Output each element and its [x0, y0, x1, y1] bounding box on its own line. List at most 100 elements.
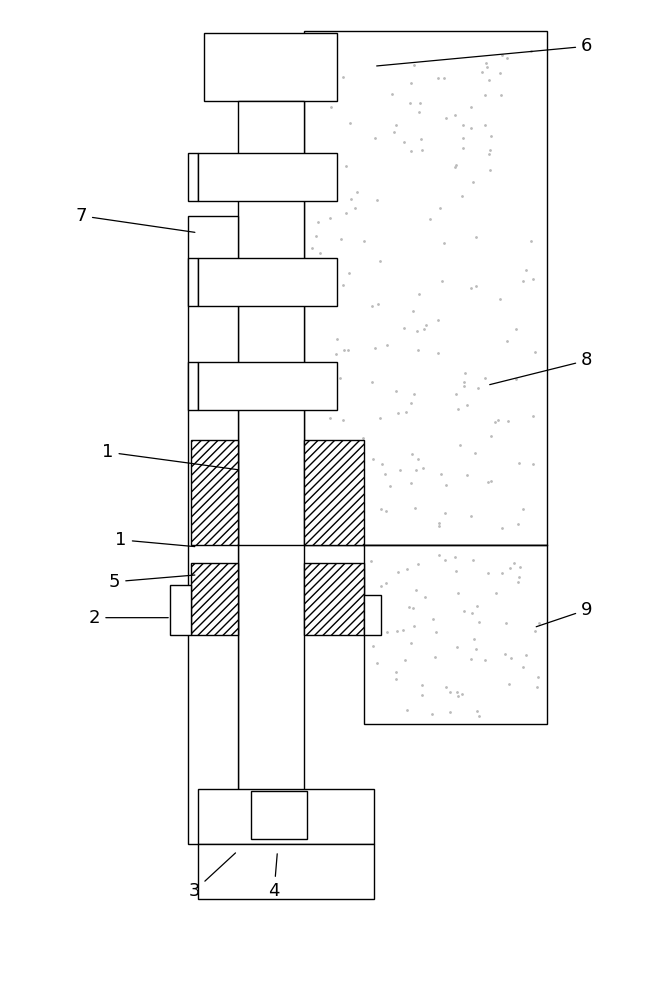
Bar	[188, 362, 198, 410]
Point	[391, 623, 402, 639]
Point	[399, 320, 410, 336]
Point	[311, 81, 321, 97]
Point	[331, 331, 342, 347]
Point	[491, 585, 502, 601]
Bar	[364, 595, 381, 635]
Point	[494, 65, 505, 81]
Point	[408, 618, 419, 634]
Point	[406, 75, 417, 91]
Point	[480, 87, 490, 103]
Point	[401, 404, 411, 420]
Point	[468, 552, 478, 568]
Point	[418, 460, 429, 476]
Point	[440, 477, 451, 493]
Point	[388, 124, 399, 140]
Point	[474, 614, 484, 630]
Point	[415, 95, 426, 111]
Point	[420, 589, 431, 605]
Point	[511, 321, 522, 337]
Text: 9: 9	[536, 601, 593, 627]
Point	[367, 298, 377, 314]
Point	[510, 371, 521, 387]
Point	[472, 703, 483, 719]
Point	[496, 520, 507, 536]
Point	[434, 515, 444, 531]
Point	[470, 278, 481, 294]
Point	[459, 603, 470, 619]
Point	[467, 605, 478, 621]
Point	[359, 233, 370, 249]
Text: 5: 5	[109, 573, 195, 591]
Point	[474, 708, 484, 724]
Point	[472, 380, 483, 396]
Point	[381, 337, 392, 353]
Point	[339, 342, 349, 358]
Point	[413, 286, 424, 302]
Point	[343, 342, 353, 358]
Point	[528, 456, 538, 472]
Point	[450, 107, 460, 123]
Point	[526, 233, 537, 249]
Point	[325, 410, 335, 426]
Point	[425, 211, 436, 227]
Point	[502, 413, 513, 429]
Point	[412, 556, 423, 572]
Point	[500, 615, 511, 631]
Point	[471, 641, 482, 657]
Text: 6: 6	[377, 37, 593, 66]
Point	[407, 303, 418, 319]
Point	[341, 158, 351, 174]
Point	[452, 688, 463, 704]
Point	[337, 69, 348, 85]
Text: 3: 3	[188, 853, 236, 900]
Point	[357, 505, 368, 521]
Point	[410, 500, 421, 516]
Point	[481, 55, 492, 71]
Point	[441, 110, 452, 126]
Point	[451, 386, 462, 402]
Point	[333, 494, 343, 510]
Bar	[364, 545, 547, 724]
Point	[430, 649, 440, 665]
Point	[433, 312, 444, 328]
Point	[529, 344, 540, 360]
Point	[367, 638, 378, 654]
Point	[380, 466, 391, 482]
Point	[530, 623, 540, 639]
Point	[462, 397, 473, 413]
Point	[406, 635, 417, 651]
Point	[345, 115, 355, 131]
Point	[466, 651, 476, 667]
Point	[315, 480, 326, 496]
Point	[414, 104, 425, 120]
Point	[407, 446, 418, 462]
Point	[465, 99, 476, 115]
Point	[470, 445, 480, 461]
Point	[352, 441, 363, 457]
Point	[393, 405, 403, 421]
Point	[432, 345, 443, 361]
Point	[520, 262, 531, 278]
Point	[440, 505, 450, 521]
Point	[325, 475, 336, 491]
Point	[454, 437, 465, 453]
Point	[375, 501, 386, 517]
Point	[405, 143, 416, 159]
Point	[340, 205, 351, 221]
Point	[412, 342, 423, 358]
Point	[457, 188, 468, 204]
Point	[357, 430, 368, 446]
Point	[432, 70, 443, 86]
Point	[370, 340, 381, 356]
Bar	[198, 153, 337, 201]
Point	[509, 555, 520, 571]
Point	[349, 438, 359, 454]
Point	[392, 564, 403, 580]
Bar	[251, 791, 307, 839]
Point	[368, 451, 379, 467]
Point	[506, 650, 517, 666]
Point	[411, 582, 422, 598]
Point	[462, 467, 473, 483]
Point	[450, 549, 460, 565]
Point	[417, 677, 428, 693]
